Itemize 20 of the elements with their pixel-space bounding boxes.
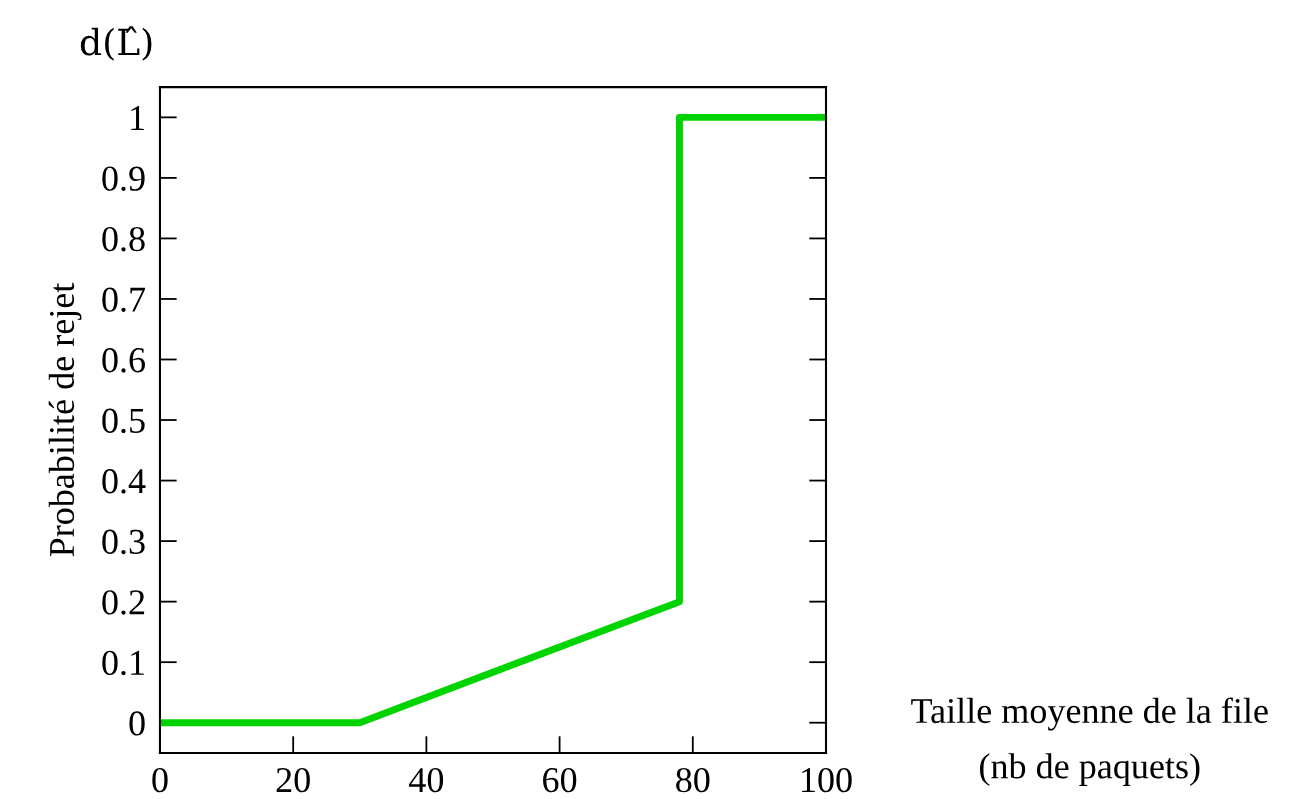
- y-axis-title: Probabilité de rejet: [48, 282, 82, 557]
- y-tick-label: 0.6: [102, 348, 145, 373]
- y-tick-label: 0.7: [102, 287, 146, 313]
- y-tick-label: 0.4: [102, 469, 146, 494]
- y-tick-label: 0.3: [102, 529, 145, 555]
- x-tick-label: 100: [802, 767, 852, 793]
- x-tick-label: 80: [676, 767, 710, 793]
- x-tick-label: 40: [409, 767, 444, 793]
- y-tick-label: 0.2: [102, 590, 145, 615]
- y-tick-label: 0.8: [102, 226, 145, 252]
- x-tick-label: 0: [152, 767, 168, 793]
- x-axis-title: Taille moyenne de la file (nb de paquets): [911, 697, 1268, 786]
- x-tick-label: 60: [543, 767, 577, 793]
- text: d(L̂): [80, 26, 152, 61]
- y-tick-label: 0.5: [102, 408, 145, 434]
- y-tick-label: 0: [129, 711, 145, 736]
- x-tick-label: 20: [276, 767, 310, 793]
- y-tick-label: 0.1: [102, 650, 144, 676]
- y-tick-label: 0.9: [102, 166, 145, 191]
- y-tick-label: 1: [131, 106, 144, 130]
